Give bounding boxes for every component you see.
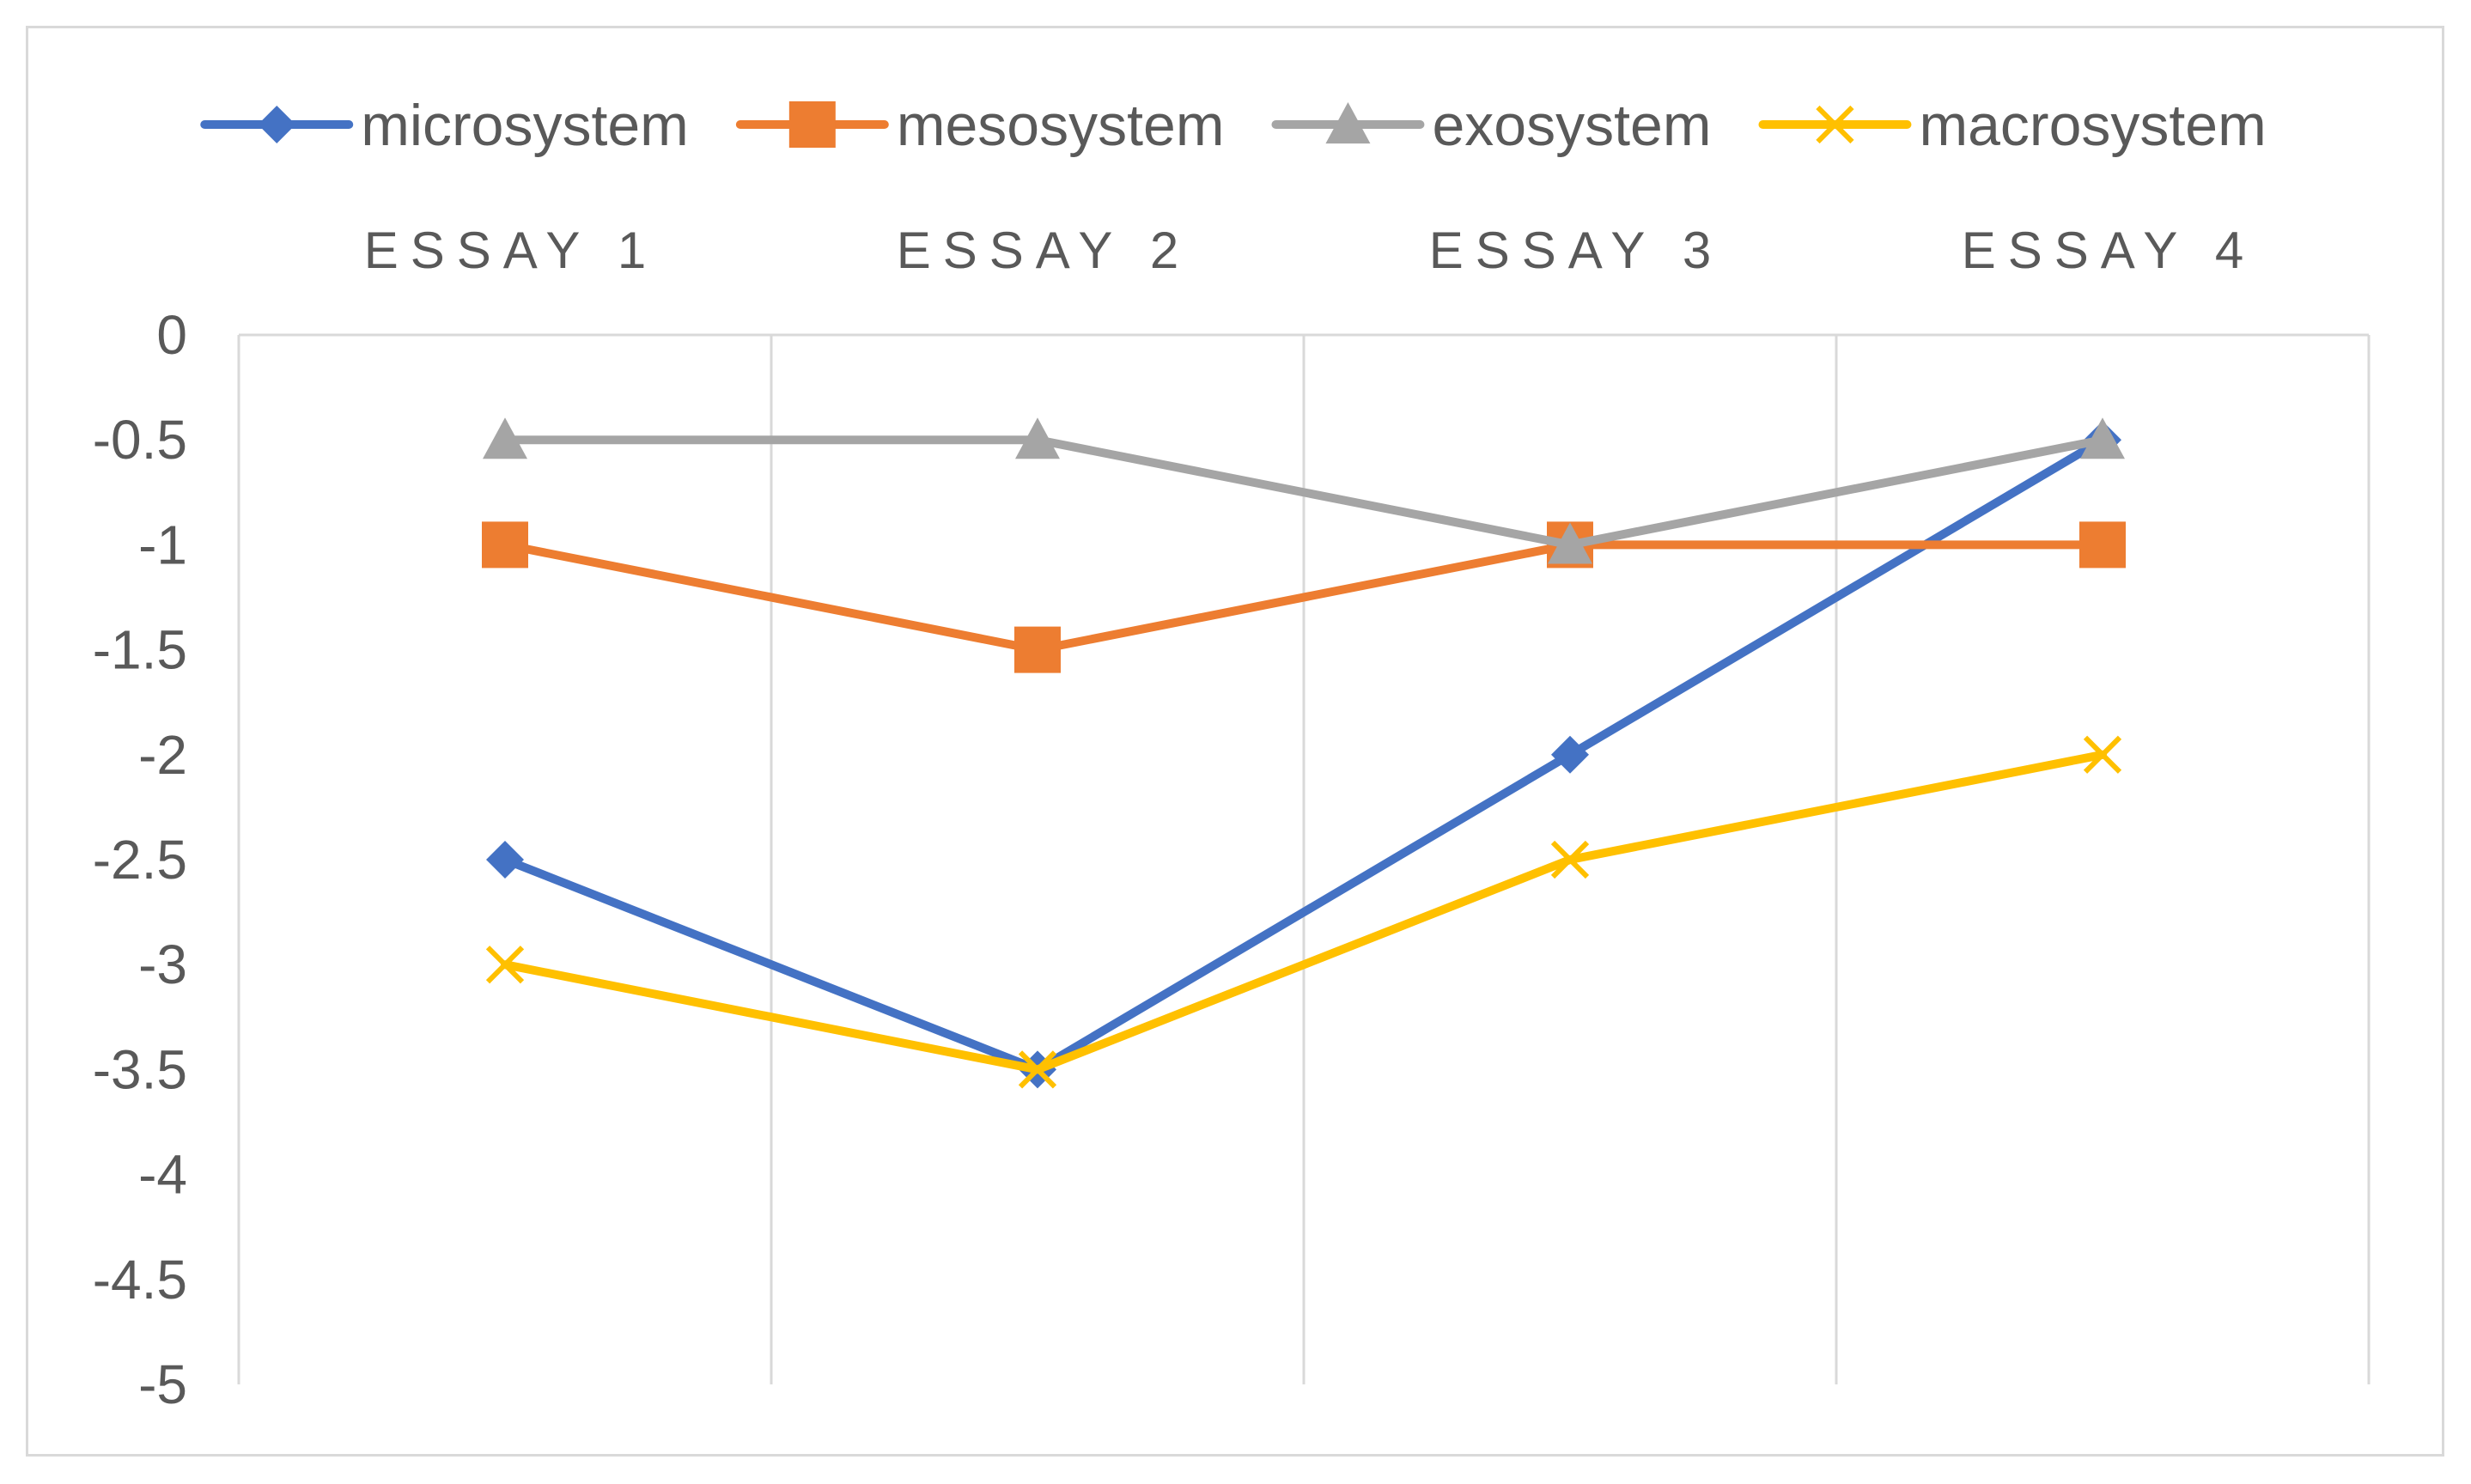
y-axis-ticks: 0 -0.5 -1 -1.5 -2 -2.5 -3 -3.5 -4 -4.5 -5 (93, 304, 187, 1415)
legend-label: mesosystem (897, 93, 1225, 158)
series-line (501, 750, 2107, 1074)
legend-item: microsystem (200, 93, 689, 158)
y-tick-label: -4.5 (93, 1249, 187, 1311)
x-category-label: ESSAY 3 (1429, 222, 1724, 279)
data-point (2079, 521, 2126, 569)
legend-item: exosystem (1271, 93, 1711, 158)
x-category-label: ESSAY 2 (897, 222, 1191, 279)
y-tick-label: -2.5 (93, 829, 187, 891)
y-tick-label: -1.5 (93, 619, 187, 681)
y-tick-label: -1 (138, 514, 187, 575)
legend-item: macrosystem (1758, 93, 2267, 158)
data-point (1015, 417, 1060, 459)
marker-stroke (1018, 1050, 1057, 1089)
legend-label: macrosystem (1919, 93, 2266, 158)
gridlines (237, 335, 2371, 1384)
y-tick-label: -3 (138, 934, 187, 995)
marker-stroke (1816, 105, 1854, 144)
y-tick-label: -3.5 (93, 1038, 187, 1100)
data-point (485, 946, 525, 984)
data-point (2083, 735, 2122, 774)
data-point (486, 841, 524, 879)
series-macrosystem (485, 735, 2122, 1089)
series-exosystem (483, 417, 2125, 564)
data-point (1548, 522, 1592, 564)
data-point (482, 521, 528, 569)
data-point (1550, 840, 1590, 879)
legend-label: exosystem (1432, 93, 1711, 158)
marker-stroke (485, 946, 525, 984)
marker-stroke (2083, 735, 2122, 774)
series-line (501, 435, 2107, 550)
y-tick-label: 0 (156, 304, 187, 366)
y-tick-label: -5 (138, 1353, 187, 1415)
legend-marker (258, 106, 296, 143)
legend-label: microsystem (361, 93, 689, 158)
legend-marker (1816, 105, 1854, 144)
series-line (501, 435, 2107, 1074)
x-axis-categories: ESSAY 1 ESSAY 2 ESSAY 3 ESSAY 4 (364, 222, 2256, 279)
marker-stroke (1550, 840, 1590, 879)
y-tick-label: -2 (138, 724, 187, 786)
legend-marker (1325, 102, 1371, 144)
y-tick-label: -4 (138, 1144, 187, 1206)
chart-frame (26, 26, 2444, 1457)
legend-marker (788, 101, 836, 148)
data-point (1014, 626, 1061, 673)
data-point (1018, 1050, 1057, 1089)
legend: microsystem mesosystem exosystem macrosyste… (200, 93, 2267, 158)
data-point (2080, 417, 2125, 459)
legend-item: mesosystem (735, 93, 1225, 158)
data-point (483, 417, 527, 459)
y-tick-label: -0.5 (93, 409, 187, 471)
data-point (1551, 735, 1589, 774)
x-category-label: ESSAY 4 (1962, 222, 2256, 279)
x-category-label: ESSAY 1 (364, 222, 659, 279)
series-line (501, 540, 2107, 654)
